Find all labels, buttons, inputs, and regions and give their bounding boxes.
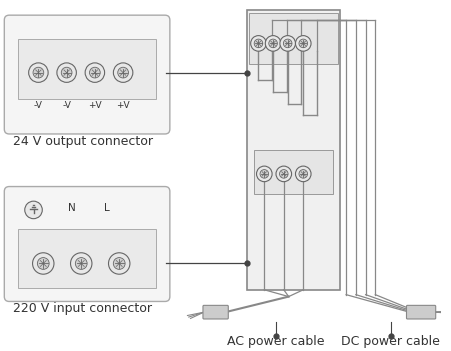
Text: DC power cable: DC power cable [341, 335, 440, 348]
Circle shape [75, 258, 87, 269]
FancyBboxPatch shape [5, 15, 170, 134]
Text: 24 V output connector: 24 V output connector [13, 135, 153, 148]
Circle shape [118, 67, 129, 78]
Circle shape [299, 170, 308, 178]
Circle shape [251, 35, 266, 51]
FancyBboxPatch shape [249, 13, 338, 64]
Circle shape [70, 253, 92, 274]
Circle shape [265, 35, 281, 51]
Circle shape [257, 166, 272, 182]
Text: N: N [68, 203, 75, 213]
Circle shape [61, 67, 72, 78]
Circle shape [280, 35, 295, 51]
Circle shape [89, 67, 100, 78]
Text: -V: -V [34, 101, 43, 110]
Circle shape [25, 201, 42, 219]
Circle shape [295, 35, 311, 51]
Circle shape [85, 63, 105, 82]
Text: +V: +V [116, 101, 130, 110]
Circle shape [295, 166, 311, 182]
FancyBboxPatch shape [247, 10, 340, 290]
Circle shape [254, 39, 263, 48]
FancyBboxPatch shape [253, 150, 333, 194]
Circle shape [37, 258, 49, 269]
Text: AC power cable: AC power cable [227, 335, 325, 348]
FancyBboxPatch shape [18, 230, 156, 288]
Text: 220 V input connector: 220 V input connector [13, 302, 152, 315]
Text: L: L [104, 203, 110, 213]
Circle shape [57, 63, 76, 82]
FancyBboxPatch shape [5, 186, 170, 302]
Circle shape [260, 170, 269, 178]
Text: +V: +V [88, 101, 101, 110]
Circle shape [109, 253, 130, 274]
Text: -V: -V [62, 101, 71, 110]
FancyBboxPatch shape [406, 305, 436, 319]
Circle shape [113, 258, 125, 269]
Circle shape [32, 253, 54, 274]
Circle shape [283, 39, 292, 48]
Circle shape [33, 67, 44, 78]
Circle shape [29, 63, 48, 82]
Circle shape [269, 39, 277, 48]
Circle shape [113, 63, 133, 82]
Circle shape [299, 39, 308, 48]
FancyBboxPatch shape [203, 305, 228, 319]
FancyBboxPatch shape [18, 39, 156, 99]
Circle shape [280, 170, 288, 178]
Circle shape [276, 166, 292, 182]
